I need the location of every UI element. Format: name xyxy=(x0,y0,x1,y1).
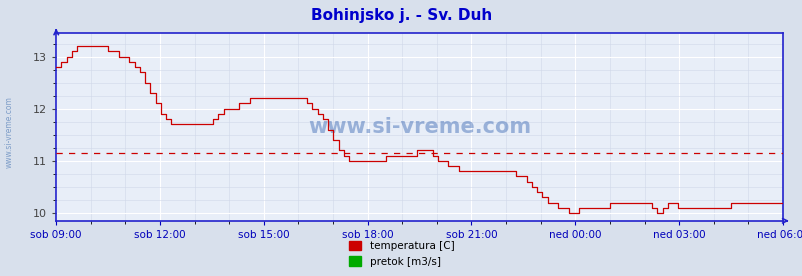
Text: www.si-vreme.com: www.si-vreme.com xyxy=(308,117,530,137)
Legend: temperatura [C], pretok [m3/s]: temperatura [C], pretok [m3/s] xyxy=(344,237,458,271)
Text: www.si-vreme.com: www.si-vreme.com xyxy=(5,97,14,168)
Text: Bohinjsko j. - Sv. Duh: Bohinjsko j. - Sv. Duh xyxy=(310,8,492,23)
